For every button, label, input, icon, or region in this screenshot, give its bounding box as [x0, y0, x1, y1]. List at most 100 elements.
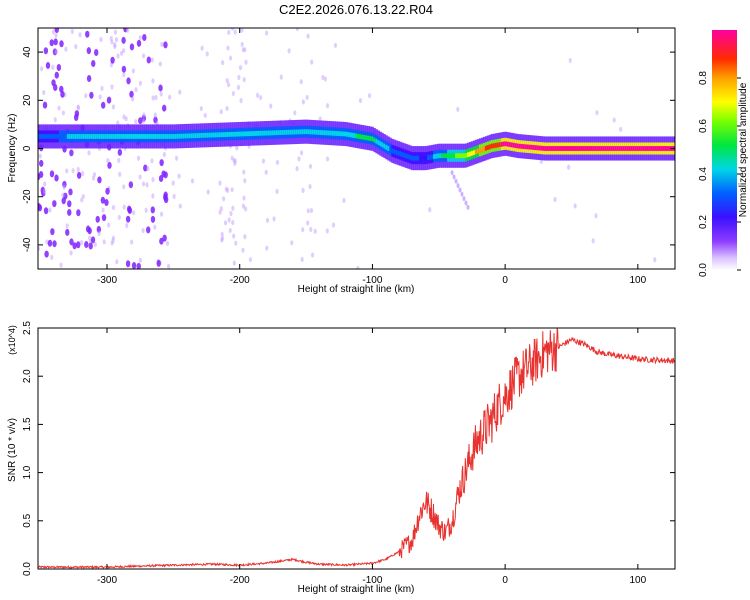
noise-blob — [138, 80, 142, 86]
ridge-core — [176, 133, 179, 139]
noise-blob — [308, 163, 313, 169]
noise-blob — [141, 181, 146, 187]
noise-blob — [45, 61, 51, 69]
ridge-core — [130, 134, 133, 139]
noise-blob — [150, 215, 156, 223]
ridge-core — [204, 132, 207, 138]
ridge-core — [472, 150, 476, 156]
ridge-core — [60, 134, 64, 139]
noise-blob — [241, 247, 245, 253]
colorbar-tick-label: 0.2 — [698, 215, 709, 229]
noise-blob — [220, 237, 224, 243]
ridge-core — [70, 134, 74, 139]
noise-blob — [310, 59, 314, 65]
noise-blob — [117, 157, 121, 164]
noise-blob — [594, 213, 598, 219]
spectrogram-y-label: Frequency (Hz) — [7, 114, 18, 183]
noise-blob — [150, 57, 154, 63]
noise-blob — [52, 240, 57, 248]
tail-blob — [460, 191, 464, 197]
ridge-core — [172, 134, 175, 139]
ridge-core — [600, 146, 603, 151]
noise-blob — [42, 188, 46, 195]
ridge-core — [490, 143, 494, 149]
noise-blob — [272, 216, 276, 222]
noise-blob — [230, 187, 234, 193]
ridge-core — [299, 129, 303, 135]
noise-blob — [259, 94, 263, 101]
noise-blob — [297, 156, 301, 162]
noise-blob — [567, 164, 571, 170]
ridge-core — [124, 134, 127, 139]
ridge-core — [662, 146, 665, 151]
noise-blob — [290, 240, 294, 246]
noise-blob — [145, 182, 149, 188]
ridge-core — [46, 134, 50, 139]
ridge-core — [530, 144, 534, 150]
noise-blob — [275, 159, 280, 165]
ridge-core — [275, 130, 279, 136]
noise-blob — [306, 220, 310, 226]
noise-blob — [134, 87, 138, 93]
noise-blob — [323, 76, 327, 82]
ridge-core — [594, 146, 597, 151]
noise-blob — [428, 207, 432, 213]
noise-blob — [230, 155, 234, 161]
noise-blob — [199, 105, 203, 112]
ridge-core — [50, 134, 54, 139]
tail-blob — [462, 196, 466, 202]
noise-blob — [228, 227, 232, 234]
ridge-core — [182, 133, 185, 139]
noise-blob — [114, 37, 119, 43]
noise-blob — [221, 60, 225, 66]
ridge-core — [562, 146, 565, 151]
ridge-core — [604, 146, 607, 151]
ridge-core — [516, 143, 520, 149]
noise-blob — [279, 74, 283, 80]
noise-blob — [234, 240, 238, 246]
tail-blob — [452, 174, 456, 180]
noise-blob — [131, 210, 136, 216]
noise-blob — [81, 170, 85, 177]
noise-blob — [64, 46, 68, 52]
ridge-core — [411, 155, 414, 161]
ridge-core — [351, 132, 354, 138]
noise-blob — [43, 47, 49, 55]
ridge-core — [178, 133, 181, 139]
ridge-core — [415, 155, 418, 161]
noise-blob — [151, 193, 155, 199]
noise-blob — [69, 149, 74, 157]
noise-blob — [306, 208, 310, 214]
noise-blob — [230, 28, 234, 31]
ridge-core — [194, 133, 197, 139]
ridge-core — [431, 154, 434, 160]
ridge-core — [437, 153, 440, 159]
ridge-core — [512, 142, 516, 148]
x-tick-label: 100 — [629, 575, 646, 586]
noise-blob — [158, 174, 164, 182]
ridge-core — [62, 134, 66, 139]
noise-blob — [248, 256, 253, 263]
ridge-core — [323, 130, 327, 136]
noise-blob — [118, 171, 122, 177]
noise-blob — [131, 68, 135, 74]
colorbar-ticks: 0.0 0.2 0.4 0.6 0.8 — [698, 71, 741, 277]
ridge-core — [361, 134, 364, 140]
noise-blob — [53, 117, 57, 123]
noise-blob — [275, 188, 279, 194]
noise-blob — [309, 207, 314, 214]
noise-blob — [38, 153, 42, 159]
ridge-core — [453, 153, 456, 159]
ridge-core — [668, 146, 671, 151]
noise-blob — [126, 205, 132, 213]
noise-blob — [242, 77, 246, 83]
noise-blob — [113, 42, 117, 48]
ridge-core — [373, 137, 376, 143]
ridge-core — [496, 142, 500, 148]
ridge-core — [222, 132, 225, 138]
noise-blob — [39, 159, 44, 167]
noise-blob — [233, 158, 237, 164]
ridge-core — [267, 130, 271, 136]
x-tick-label: -100 — [362, 275, 382, 286]
